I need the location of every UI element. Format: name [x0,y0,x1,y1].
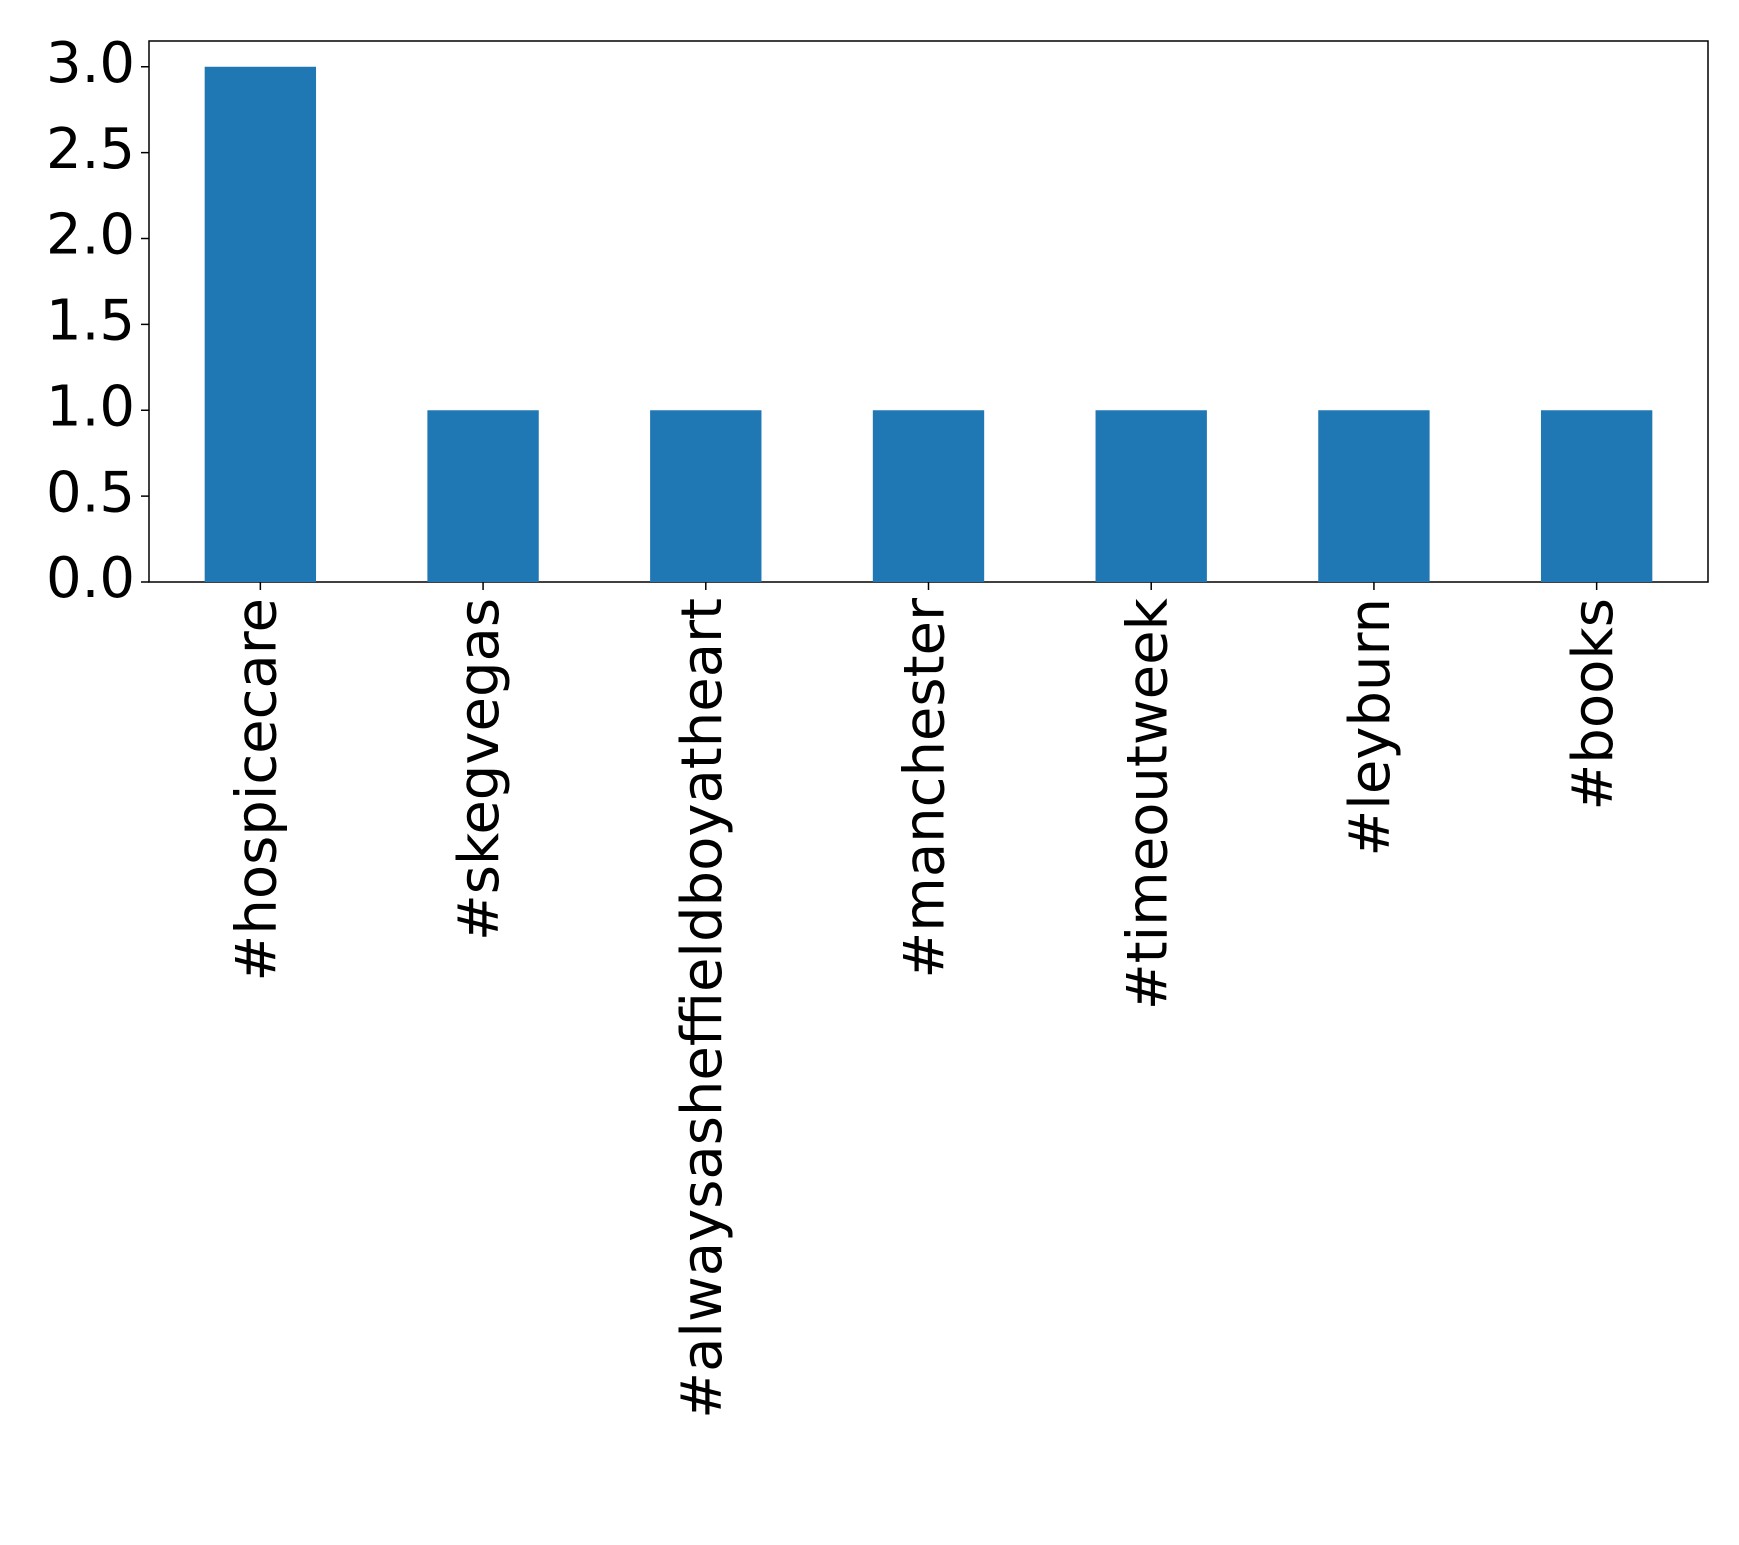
bar [204,66,317,582]
x-tick-label: #leyburn [1338,598,1403,857]
x-tick-label: #hospicecare [224,598,289,982]
x-tick-label: #alwaysasheffieldboyatheart [670,598,735,1419]
bar [427,410,539,582]
y-tick-label: 2.0 [46,203,135,268]
x-tick-label: #timeoutweek [1115,597,1180,1010]
bar [872,410,985,582]
y-tick-label: 1.5 [46,289,135,354]
y-tick-label: 2.5 [46,117,135,182]
bar [1095,410,1207,582]
y-tick-label: 0.0 [46,546,135,611]
bar [1540,410,1653,582]
y-tick-label: 1.0 [46,374,135,439]
x-tick-label: #skegvegas [447,598,512,941]
bar [1318,410,1430,582]
x-tick-label: #books [1561,598,1626,811]
y-tick-label: 0.5 [46,460,135,525]
x-tick-label: #manchester [893,597,958,979]
bar [650,410,762,582]
y-tick-label: 3.0 [46,31,135,96]
